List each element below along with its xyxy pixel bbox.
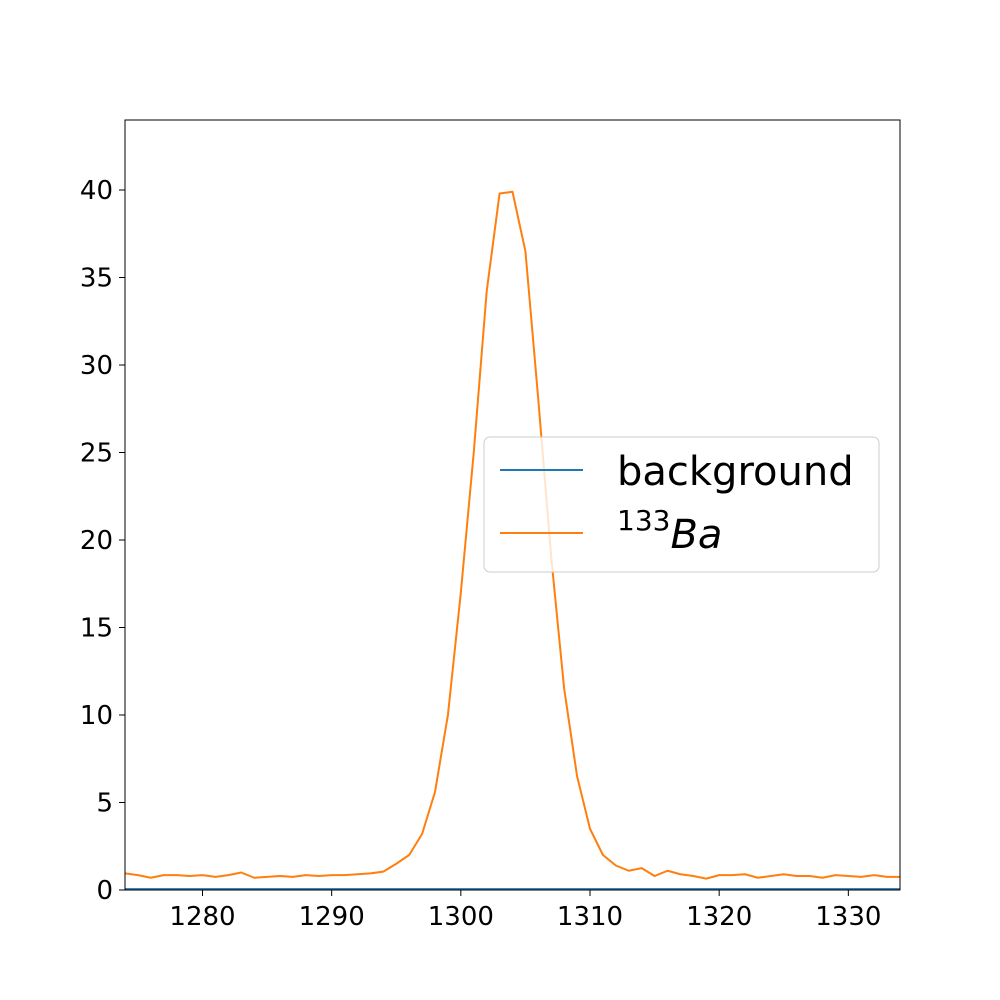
y-tick-label: 10 (80, 701, 113, 731)
plot-frame (124, 119, 901, 891)
y-tick-label: 30 (80, 351, 113, 381)
x-tick-label: 1320 (686, 902, 752, 932)
legend: background 133Ba (483, 436, 880, 573)
series-layer (125, 190, 900, 890)
legend-label-ba133-sup: 133 (617, 504, 670, 537)
y-tick-label: 5 (96, 789, 113, 819)
y-tick-label: 35 (80, 264, 113, 294)
x-axis: 1280 1290 1300 1310 1320 1330 (169, 890, 881, 932)
legend-label-ba133: 133Ba (617, 504, 722, 558)
y-tick-label: 20 (80, 526, 113, 556)
x-tick-label: 1310 (557, 902, 623, 932)
series-line-ba133 (125, 190, 900, 880)
y-tick-label: 25 (80, 439, 113, 469)
legend-label-ba133-main: Ba (670, 512, 722, 558)
legend-label-background: background (617, 449, 854, 495)
y-tick-label: 15 (80, 614, 113, 644)
x-tick-label: 1300 (428, 902, 494, 932)
x-tick-label: 1290 (299, 902, 365, 932)
x-tick-label: 1330 (815, 902, 881, 932)
x-tick-label: 1280 (169, 902, 235, 932)
y-axis: 0 5 10 15 20 25 30 35 40 (80, 176, 125, 906)
y-tick-label: 40 (80, 176, 113, 206)
y-tick-label: 0 (96, 876, 113, 906)
